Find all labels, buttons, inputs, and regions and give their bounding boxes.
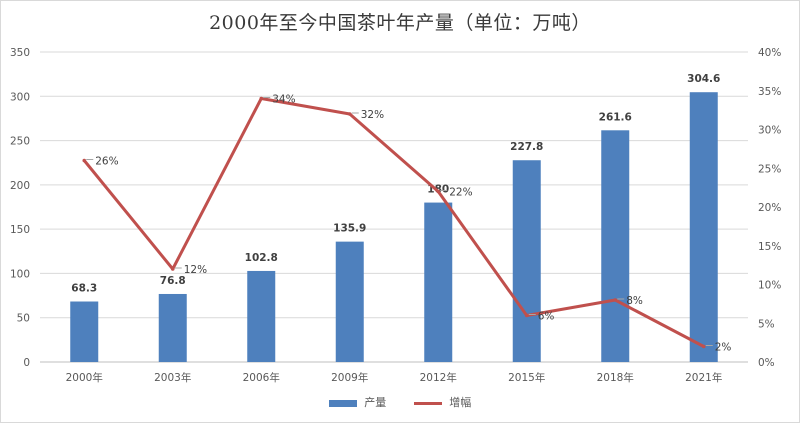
x-tick-label: 2003年 xyxy=(154,371,191,384)
line-point xyxy=(82,158,87,163)
x-tick-label: 2000年 xyxy=(66,371,103,384)
bar xyxy=(424,202,453,362)
y-right-tick-label: 40% xyxy=(758,47,781,59)
x-tick-label: 2015年 xyxy=(508,371,545,384)
y-right-tick-label: 10% xyxy=(758,280,781,292)
x-tick-label: 2009年 xyxy=(331,371,368,384)
y-left-tick-label: 350 xyxy=(10,47,30,59)
line-point xyxy=(613,298,618,302)
y-left-tick-label: 0 xyxy=(23,357,30,369)
legend-bar-label: 产量 xyxy=(364,396,387,409)
bar xyxy=(335,241,364,362)
bar-data-label: 227.8 xyxy=(510,141,543,153)
bar xyxy=(601,130,630,362)
x-tick-label: 2006年 xyxy=(243,371,280,384)
legend-item-bar: 产量 xyxy=(328,394,387,410)
line-point xyxy=(436,189,441,194)
legend: 产量 增幅 xyxy=(0,394,800,410)
bar xyxy=(689,92,718,362)
bar-data-label: 102.8 xyxy=(245,252,278,264)
line-point xyxy=(524,313,529,318)
line-data-label: 32% xyxy=(361,109,384,121)
bar xyxy=(512,160,541,362)
y-left-tick-label: 300 xyxy=(10,91,30,103)
x-tick-label: 2021年 xyxy=(685,371,722,384)
y-left-tick-label: 250 xyxy=(10,136,30,148)
y-right-tick-label: 15% xyxy=(758,241,781,253)
y-right-tick-label: 35% xyxy=(758,86,781,98)
y-right-tick-label: 30% xyxy=(758,125,781,137)
bar xyxy=(247,270,276,362)
line-data-label: 12% xyxy=(184,264,207,276)
y-right-tick-label: 25% xyxy=(758,163,781,175)
bar-data-label: 68.3 xyxy=(71,283,97,295)
y-right-tick-label: 5% xyxy=(758,318,775,330)
y-left-tick-label: 150 xyxy=(10,224,30,236)
x-tick-label: 2012年 xyxy=(420,371,457,384)
y-left-tick-label: 50 xyxy=(17,313,30,325)
y-right-tick-label: 20% xyxy=(758,202,781,214)
bar-data-label: 76.8 xyxy=(160,275,186,287)
legend-line-label: 增幅 xyxy=(449,396,472,409)
line-point xyxy=(170,267,175,271)
x-tick-label: 2018年 xyxy=(597,371,634,384)
line-data-label: 26% xyxy=(95,156,118,168)
bar-data-label: 261.6 xyxy=(599,111,632,123)
bar xyxy=(158,293,187,362)
y-left-tick-label: 100 xyxy=(10,268,30,280)
line-point xyxy=(259,96,264,101)
legend-item-line: 增幅 xyxy=(413,394,472,410)
line-data-label: 2% xyxy=(715,342,732,354)
line-point xyxy=(347,112,352,116)
line-data-label: 34% xyxy=(272,94,295,106)
line-data-label: 22% xyxy=(449,187,472,199)
bar xyxy=(70,301,99,362)
chart-title: 2000年至今中国茶叶年产量（单位：万吨） xyxy=(209,12,591,34)
bar-data-label: 135.9 xyxy=(333,223,366,235)
y-right-tick-label: 0% xyxy=(758,357,775,369)
line-series xyxy=(83,97,705,348)
legend-line-swatch xyxy=(413,401,442,405)
line-data-label: 6% xyxy=(538,311,555,323)
line-data-label: 8% xyxy=(626,295,643,307)
legend-bar-swatch xyxy=(328,399,357,407)
y-left-tick-label: 200 xyxy=(10,180,30,192)
bar-data-label: 304.6 xyxy=(687,73,720,85)
line-point xyxy=(701,344,706,349)
